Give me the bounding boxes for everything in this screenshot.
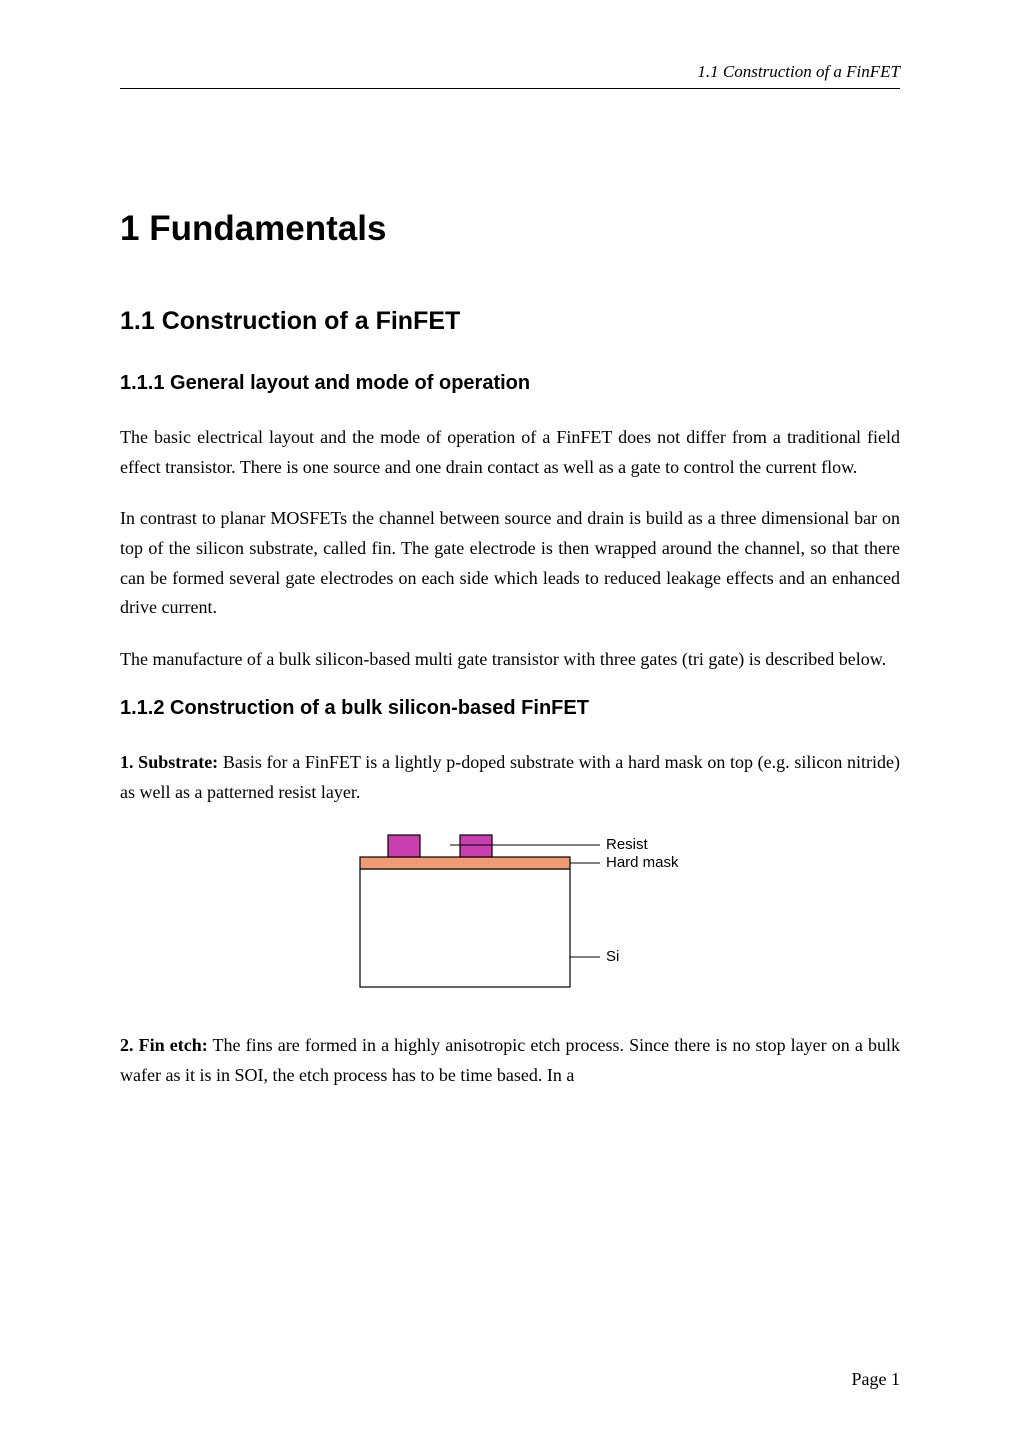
page-number: Page 1	[852, 1369, 901, 1390]
paragraph: The basic electrical layout and the mode…	[120, 423, 900, 482]
header-rule	[120, 88, 900, 89]
paragraph: In contrast to planar MOSFETs the channe…	[120, 504, 900, 623]
subsection-2-heading: 1.1.2 Construction of a bulk silicon-bas…	[120, 697, 900, 720]
chapter-heading: 1 Fundamentals	[120, 209, 900, 249]
figure-substrate-stack: ResistHard mask Si	[120, 829, 900, 999]
svg-text:Hard mask: Hard mask	[606, 854, 679, 871]
step-2-text: The fins are formed in a highly anisotro…	[120, 1035, 900, 1085]
step-1-paragraph: 1. Substrate: Basis for a FinFET is a li…	[120, 748, 900, 807]
step-2-label: 2. Fin etch:	[120, 1035, 208, 1055]
subsection-1-heading: 1.1.1 General layout and mode of operati…	[120, 372, 900, 395]
step-1-label: 1. Substrate:	[120, 752, 218, 772]
substrate-diagram: ResistHard mask Si	[320, 829, 700, 999]
svg-text:Resist: Resist	[606, 836, 649, 853]
running-head: 1.1 Construction of a FinFET	[120, 62, 900, 82]
svg-text:Si: Si	[606, 948, 619, 965]
section-heading: 1.1 Construction of a FinFET	[120, 307, 900, 336]
step-1-text: Basis for a FinFET is a lightly p-doped …	[120, 752, 900, 802]
paragraph: The manufacture of a bulk silicon-based …	[120, 645, 900, 675]
step-2-paragraph: 2. Fin etch: The fins are formed in a hi…	[120, 1031, 900, 1090]
